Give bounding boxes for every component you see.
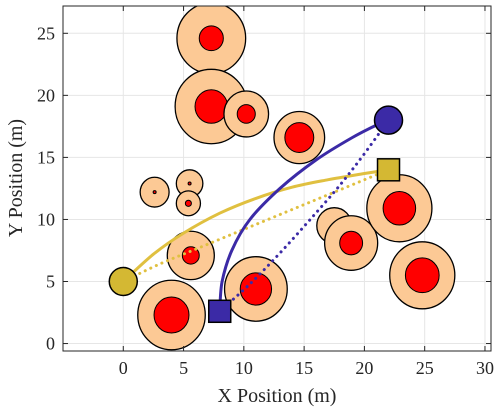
y-tick-label: 20 bbox=[37, 85, 55, 105]
obstacle-core bbox=[187, 181, 192, 186]
x-tick-label: 0 bbox=[119, 358, 128, 378]
obstacle-core bbox=[184, 199, 192, 207]
path-dotted bbox=[121, 168, 390, 283]
y-axis-label: Y Position (m) bbox=[5, 119, 27, 237]
marker-circle bbox=[373, 105, 404, 135]
marker-circle bbox=[108, 266, 139, 297]
obstacle-core bbox=[382, 191, 417, 226]
marker-square bbox=[207, 299, 232, 324]
obstacle-core bbox=[339, 230, 364, 256]
ticks: 0 5 10 15 20 25 30 0 5 10 15 20 25 bbox=[37, 6, 494, 378]
obstacle-core bbox=[198, 25, 224, 52]
marker-square bbox=[376, 158, 401, 182]
path-dotted bbox=[218, 118, 390, 313]
obstacle-core bbox=[153, 296, 190, 334]
y-tick-label: 15 bbox=[37, 147, 55, 167]
obstacle-core bbox=[236, 104, 256, 124]
path-solid bbox=[121, 168, 390, 283]
plot-frame bbox=[62, 5, 492, 352]
y-tick-label: 25 bbox=[37, 23, 55, 43]
x-tick-label: 30 bbox=[476, 358, 494, 378]
obstacle-core bbox=[239, 272, 273, 306]
x-tick-label: 5 bbox=[179, 358, 188, 378]
x-tick-label: 15 bbox=[295, 358, 313, 378]
obstacle-core bbox=[284, 122, 315, 153]
obstacle-core bbox=[404, 257, 440, 294]
obstacle-core bbox=[194, 89, 229, 124]
obstacle-core bbox=[181, 246, 200, 265]
x-tick-label: 25 bbox=[416, 358, 434, 378]
path-solid bbox=[218, 118, 390, 313]
obstacle-core bbox=[152, 190, 157, 195]
y-tick-label: 0 bbox=[46, 334, 55, 354]
x-axis-label: X Position (m) bbox=[218, 385, 337, 407]
x-tick-label: 20 bbox=[355, 358, 373, 378]
markers bbox=[108, 105, 404, 324]
data-layer bbox=[121, 6, 456, 351]
x-tick-label: 10 bbox=[235, 358, 253, 378]
y-tick-label: 5 bbox=[46, 272, 55, 292]
y-tick-label: 10 bbox=[37, 209, 55, 229]
